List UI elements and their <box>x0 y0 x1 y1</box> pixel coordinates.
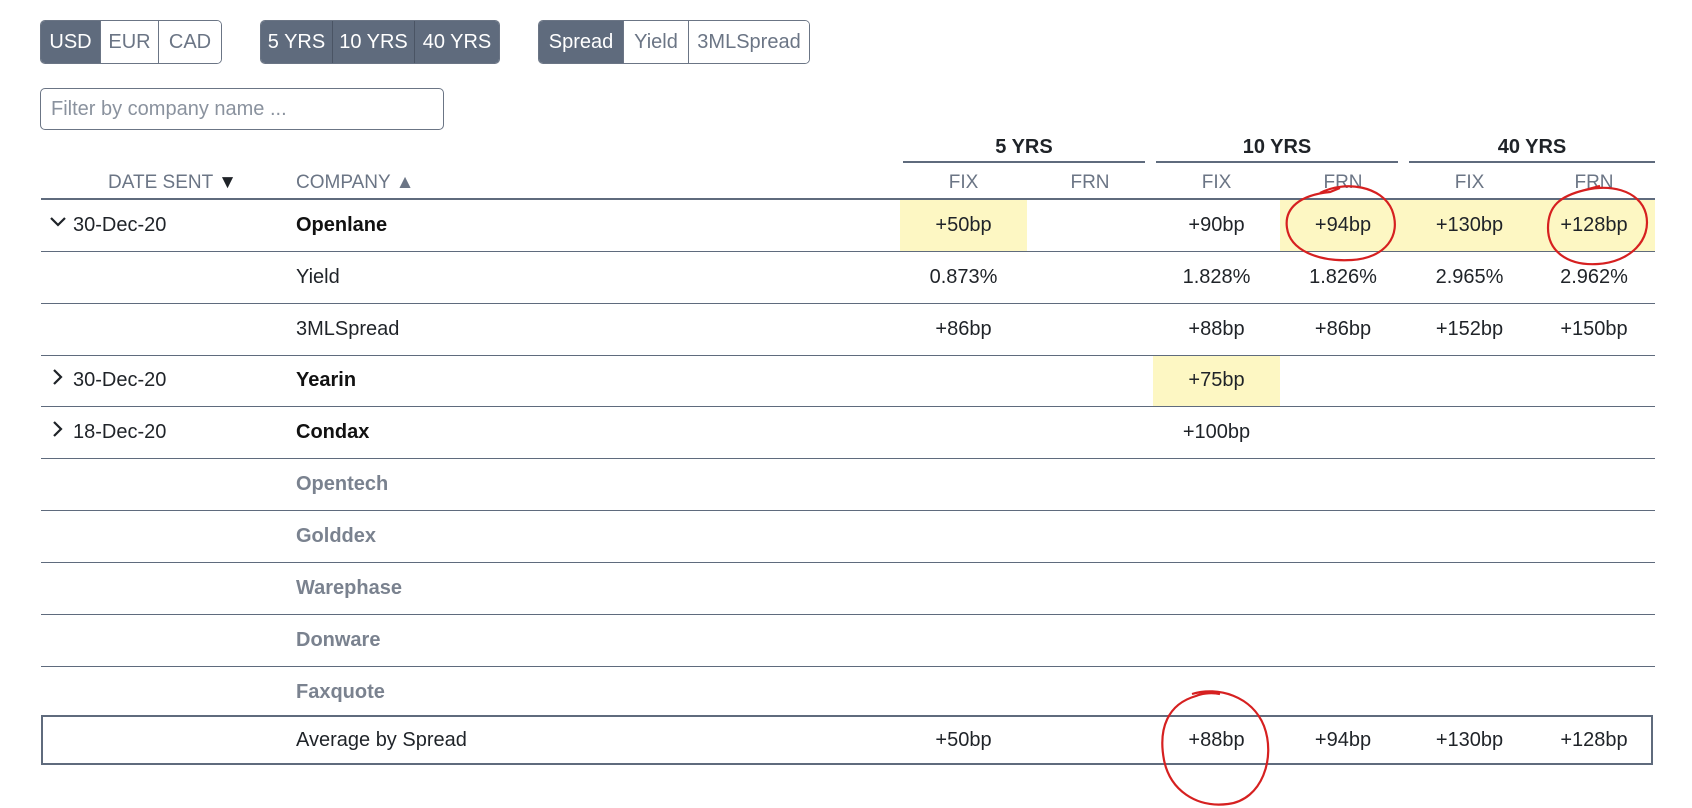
value-40y-fix: +130bp <box>1435 214 1504 236</box>
row-divider <box>41 562 1655 563</box>
company-filter-input[interactable] <box>40 88 444 130</box>
currency-toggle: USD EUR CAD <box>40 20 222 64</box>
value-10y-fix: +90bp <box>1188 214 1245 236</box>
subheader-40y-frn: FRN <box>1574 172 1614 193</box>
average-5y-fix: +50bp <box>935 728 992 751</box>
value-40y-fix: +152bp <box>1435 318 1504 340</box>
tenor-10yrs-button[interactable]: 10 YRS <box>333 21 415 63</box>
value-40y-frn: 2.962% <box>1560 266 1628 288</box>
group-header-10yrs: 10 YRS <box>1242 136 1312 158</box>
row-date: 18-Dec-20 <box>73 421 167 443</box>
subheader-5y-frn: FRN <box>1070 172 1110 193</box>
chevron-right-icon[interactable] <box>48 367 68 393</box>
row-divider <box>41 303 1655 304</box>
value-5y-fix: 0.873% <box>929 266 998 288</box>
subheader-10y-fix: FIX <box>1201 172 1232 193</box>
average-10y-frn: +94bp <box>1314 728 1372 751</box>
highlight-openlane-5y-fix <box>900 200 1027 251</box>
row-divider <box>41 666 1655 667</box>
average-40y-frn: +128bp <box>1560 728 1628 751</box>
subheader-5y-fix: FIX <box>948 172 979 193</box>
company-row-golddex[interactable]: Golddex <box>296 525 377 547</box>
value-5y-fix: +50bp <box>935 214 992 236</box>
value-40y-frn: +128bp <box>1560 214 1628 236</box>
metric-yield-button[interactable]: Yield <box>624 21 689 63</box>
value-5y-frn <box>1027 252 1153 303</box>
group-header-5yrs: 5 YRS <box>995 136 1053 158</box>
value-10y-frn: +94bp <box>1314 214 1372 236</box>
subheader-10y-frn: FRN <box>1323 172 1363 193</box>
company-row-donware[interactable]: Donware <box>296 629 381 651</box>
subheader-40y-fix: FIX <box>1454 172 1485 193</box>
sort-asc-icon: ▲ <box>395 172 415 193</box>
value-40y-fix: 2.965% <box>1435 266 1504 288</box>
value-10y-frn: 1.826% <box>1309 266 1377 288</box>
row-label: 3MLSpread <box>296 318 400 340</box>
tenor-40yrs-button[interactable]: 40 YRS <box>415 21 499 63</box>
value-10y-frn: +86bp <box>1314 318 1372 340</box>
metric-spread-button[interactable]: Spread <box>539 21 624 63</box>
value-5y-frn <box>1027 304 1153 355</box>
group-underline-40yrs <box>1409 161 1655 163</box>
highlight-openlane-40y-fix <box>1406 200 1533 251</box>
company-header[interactable]: COMPANY ▲ <box>296 172 414 194</box>
value-10y-fix: 1.828% <box>1182 266 1251 288</box>
average-10y-fix: +88bp <box>1188 728 1245 751</box>
metric-3mlspread-button[interactable]: 3MLSpread <box>689 21 809 63</box>
highlight-yearin-10y-fix <box>1153 355 1280 406</box>
header-divider <box>41 198 1655 200</box>
value-5y-fix: +86bp <box>935 318 992 340</box>
value-5y-frn <box>1027 200 1153 251</box>
value-10y-fix: +88bp <box>1188 318 1245 340</box>
chevron-right-icon[interactable] <box>48 419 68 445</box>
row-divider <box>41 510 1655 511</box>
row-date: 30-Dec-20 <box>73 214 167 236</box>
row-divider <box>41 614 1655 615</box>
average-label: Average by Spread <box>296 728 467 751</box>
tenor-5yrs-button[interactable]: 5 YRS <box>261 21 333 63</box>
date-sent-header-label: DATE SENT <box>108 172 213 193</box>
value-10y-fix: +75bp <box>1188 369 1245 391</box>
company-row-opentech[interactable]: Opentech <box>296 473 389 495</box>
currency-eur-button[interactable]: EUR <box>101 21 159 63</box>
metric-toggle: Spread Yield 3MLSpread <box>538 20 810 64</box>
currency-usd-button[interactable]: USD <box>41 21 101 63</box>
row-divider <box>41 355 1655 356</box>
sort-desc-icon: ▼ <box>218 172 237 193</box>
row-divider <box>41 251 1655 252</box>
row-company: Openlane <box>296 214 388 236</box>
date-sent-header[interactable]: DATE SENT ▼ <box>108 172 237 194</box>
average-40y-fix: +130bp <box>1435 728 1504 751</box>
row-label: Yield <box>296 266 340 288</box>
chevron-down-icon[interactable] <box>48 212 68 238</box>
tenor-toggle: 5 YRS 10 YRS 40 YRS <box>260 20 500 64</box>
group-header-40yrs: 40 YRS <box>1497 136 1567 158</box>
group-underline-10yrs <box>1156 161 1398 163</box>
company-row-warephase[interactable]: Warephase <box>296 577 402 599</box>
currency-cad-button[interactable]: CAD <box>159 21 221 63</box>
row-date: 30-Dec-20 <box>73 369 167 391</box>
row-divider <box>41 406 1655 407</box>
company-row-faxquote[interactable]: Faxquote <box>296 681 385 703</box>
row-company: Yearin <box>296 369 357 391</box>
average-5y-frn <box>1027 716 1153 764</box>
group-underline-5yrs <box>903 161 1145 163</box>
row-divider <box>41 458 1655 459</box>
value-40y-frn: +150bp <box>1560 318 1628 340</box>
company-header-label: COMPANY <box>296 172 391 193</box>
value-10y-fix: +100bp <box>1182 421 1251 443</box>
row-company: Condax <box>296 421 370 443</box>
average-row <box>41 715 1653 765</box>
